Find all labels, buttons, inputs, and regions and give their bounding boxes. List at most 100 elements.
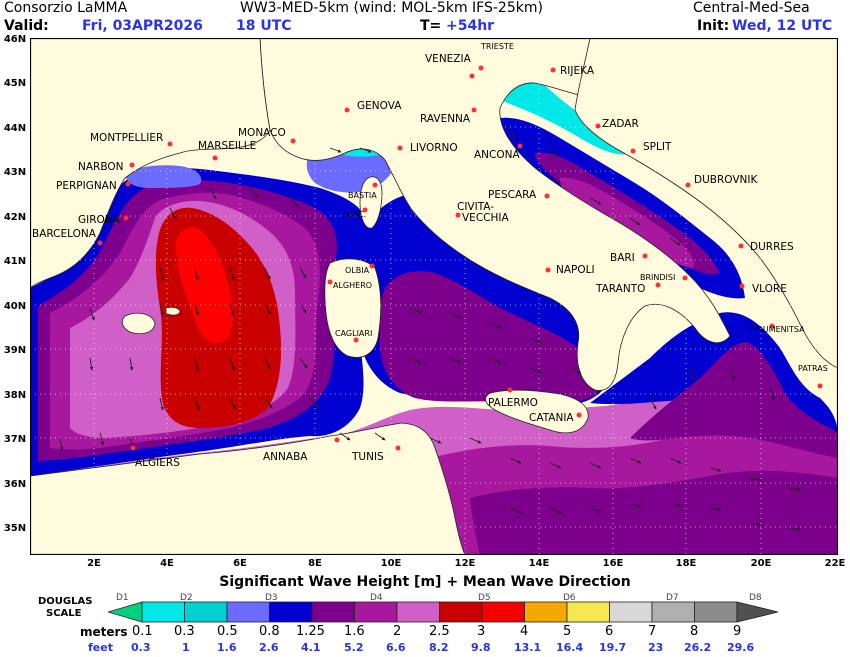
scale-swatch bbox=[736, 601, 779, 623]
meters-value: 8 bbox=[690, 624, 699, 639]
city-label: PATRAS bbox=[798, 364, 828, 373]
land-italy bbox=[259, 38, 731, 391]
land-north-africa bbox=[30, 422, 466, 555]
city-label: LIVORNO bbox=[410, 142, 458, 154]
city-label: MARSEILLE bbox=[198, 140, 256, 152]
city-label: BASTIA bbox=[348, 191, 377, 200]
lat-tick: 46N bbox=[3, 34, 27, 45]
city-label: TRIESTE bbox=[480, 42, 514, 51]
color-scale-bar bbox=[108, 601, 779, 623]
wave-direction-arrows bbox=[59, 127, 802, 532]
org-name: Consorzio LaMMA bbox=[4, 0, 128, 16]
scale-swatch bbox=[481, 601, 525, 623]
meters-value: 1.6 bbox=[344, 624, 365, 639]
city-label: GIRONA bbox=[78, 214, 121, 226]
meters-value: 2 bbox=[393, 624, 402, 639]
feet-value: 29.6 bbox=[727, 641, 755, 654]
scale-swatch bbox=[609, 601, 653, 623]
valid-date: Fri, 03APR2026 bbox=[82, 18, 203, 34]
feet-value: 1.6 bbox=[217, 641, 237, 654]
city-label: GENOVA bbox=[357, 100, 402, 112]
lat-tick: 36N bbox=[3, 479, 27, 490]
city-label: TUNIS bbox=[351, 451, 384, 463]
land-balkans bbox=[574, 38, 838, 369]
feet-value: 13.1 bbox=[514, 641, 542, 654]
scale-swatch bbox=[524, 601, 568, 623]
feet-value: 26.2 bbox=[684, 641, 712, 654]
model-name: WW3-MED-5km (wind: MOL-5km IFS-25km) bbox=[240, 0, 543, 16]
scale-swatch bbox=[184, 601, 228, 623]
feet-value: 19.7 bbox=[599, 641, 627, 654]
feet-value: 9.8 bbox=[471, 641, 491, 654]
city-labels: TRIESTE VENEZIA RIJEKA GENOVA RAVENNA ZA… bbox=[32, 42, 828, 469]
sea-purple-ionian bbox=[630, 342, 838, 458]
douglas-d8: D8 bbox=[749, 593, 762, 603]
init-label: Init: bbox=[697, 18, 730, 34]
scale-swatch bbox=[108, 601, 143, 623]
city-label: PALERMO bbox=[488, 397, 538, 409]
t-value: +54hr bbox=[446, 18, 495, 34]
scale-swatch bbox=[311, 601, 355, 623]
city-label: IGOUMENITSA bbox=[748, 325, 805, 334]
meters-value: 2.5 bbox=[429, 624, 450, 639]
meters-value: 0.8 bbox=[259, 624, 280, 639]
douglas-d2: D2 bbox=[180, 593, 193, 603]
lat-tick: 39N bbox=[3, 345, 27, 356]
lon-tick: 4E bbox=[160, 558, 174, 569]
lat-tick: 37N bbox=[3, 434, 27, 445]
lat-tick: 45N bbox=[3, 78, 27, 89]
city-label: RAVENNA bbox=[420, 113, 471, 125]
meters-value: 0.5 bbox=[217, 624, 238, 639]
meters-value: 4 bbox=[520, 624, 529, 639]
meters-value: 9 bbox=[733, 624, 742, 639]
land-mallorca bbox=[121, 312, 156, 335]
douglas-d1: D1 bbox=[116, 593, 129, 603]
sea-cyan-gulf-lion bbox=[125, 165, 202, 188]
city-label: DUBROVNIK bbox=[694, 174, 758, 186]
lat-tick: 43N bbox=[3, 167, 27, 178]
init-value: Wed, 12 UTC bbox=[732, 18, 833, 34]
meters-value: 7 bbox=[648, 624, 657, 639]
feet-value: 8.2 bbox=[429, 641, 449, 654]
scale-swatch bbox=[396, 601, 440, 623]
city-label: BARCELONA bbox=[32, 228, 97, 240]
wave-height-map: TRIESTE VENEZIA RIJEKA GENOVA RAVENNA ZA… bbox=[30, 38, 838, 555]
lat-tick: 42N bbox=[3, 212, 27, 223]
scale-swatch bbox=[694, 601, 738, 623]
city-label: PESCARA bbox=[488, 189, 537, 201]
city-label: OLBIA bbox=[345, 266, 370, 275]
feet-value: 16.4 bbox=[556, 641, 584, 654]
scale-swatch bbox=[354, 601, 398, 623]
lon-tick: 2E bbox=[87, 558, 101, 569]
sea-purple-south bbox=[470, 470, 838, 555]
scale-swatch bbox=[651, 601, 695, 623]
lon-tick: 22E bbox=[824, 558, 846, 569]
city-label: ALGIERS bbox=[135, 457, 180, 469]
feet-label: feet bbox=[88, 641, 113, 654]
city-label: ALGHERO bbox=[333, 281, 372, 290]
feet-value: 23 bbox=[648, 641, 664, 654]
lon-tick: 20E bbox=[750, 558, 772, 569]
lon-tick: 6E bbox=[233, 558, 247, 569]
lat-tick: 41N bbox=[3, 256, 27, 267]
city-markers bbox=[97, 65, 823, 451]
lat-tick: 40N bbox=[3, 301, 27, 312]
lat-tick: 38N bbox=[3, 390, 27, 401]
lat-tick: 35N bbox=[3, 523, 27, 534]
city-label: CATANIA bbox=[529, 412, 574, 424]
land-corsica bbox=[359, 176, 383, 229]
scale-swatch bbox=[141, 601, 185, 623]
land-sicily bbox=[485, 389, 589, 434]
city-label: AJAC. bbox=[345, 210, 366, 219]
feet-value: 2.6 bbox=[259, 641, 279, 654]
feet-value: 1 bbox=[182, 641, 190, 654]
meters-value: 1.25 bbox=[296, 624, 325, 639]
douglas-label: DOUGLAS bbox=[38, 596, 93, 607]
meters-value: 0.3 bbox=[174, 624, 195, 639]
scale-swatch bbox=[566, 601, 610, 623]
city-label: DURRES bbox=[750, 241, 794, 253]
scale-label: SCALE bbox=[46, 608, 82, 619]
lat-tick: 44N bbox=[3, 123, 27, 134]
scale-swatch bbox=[226, 601, 270, 623]
land-iberia-france bbox=[30, 38, 271, 289]
